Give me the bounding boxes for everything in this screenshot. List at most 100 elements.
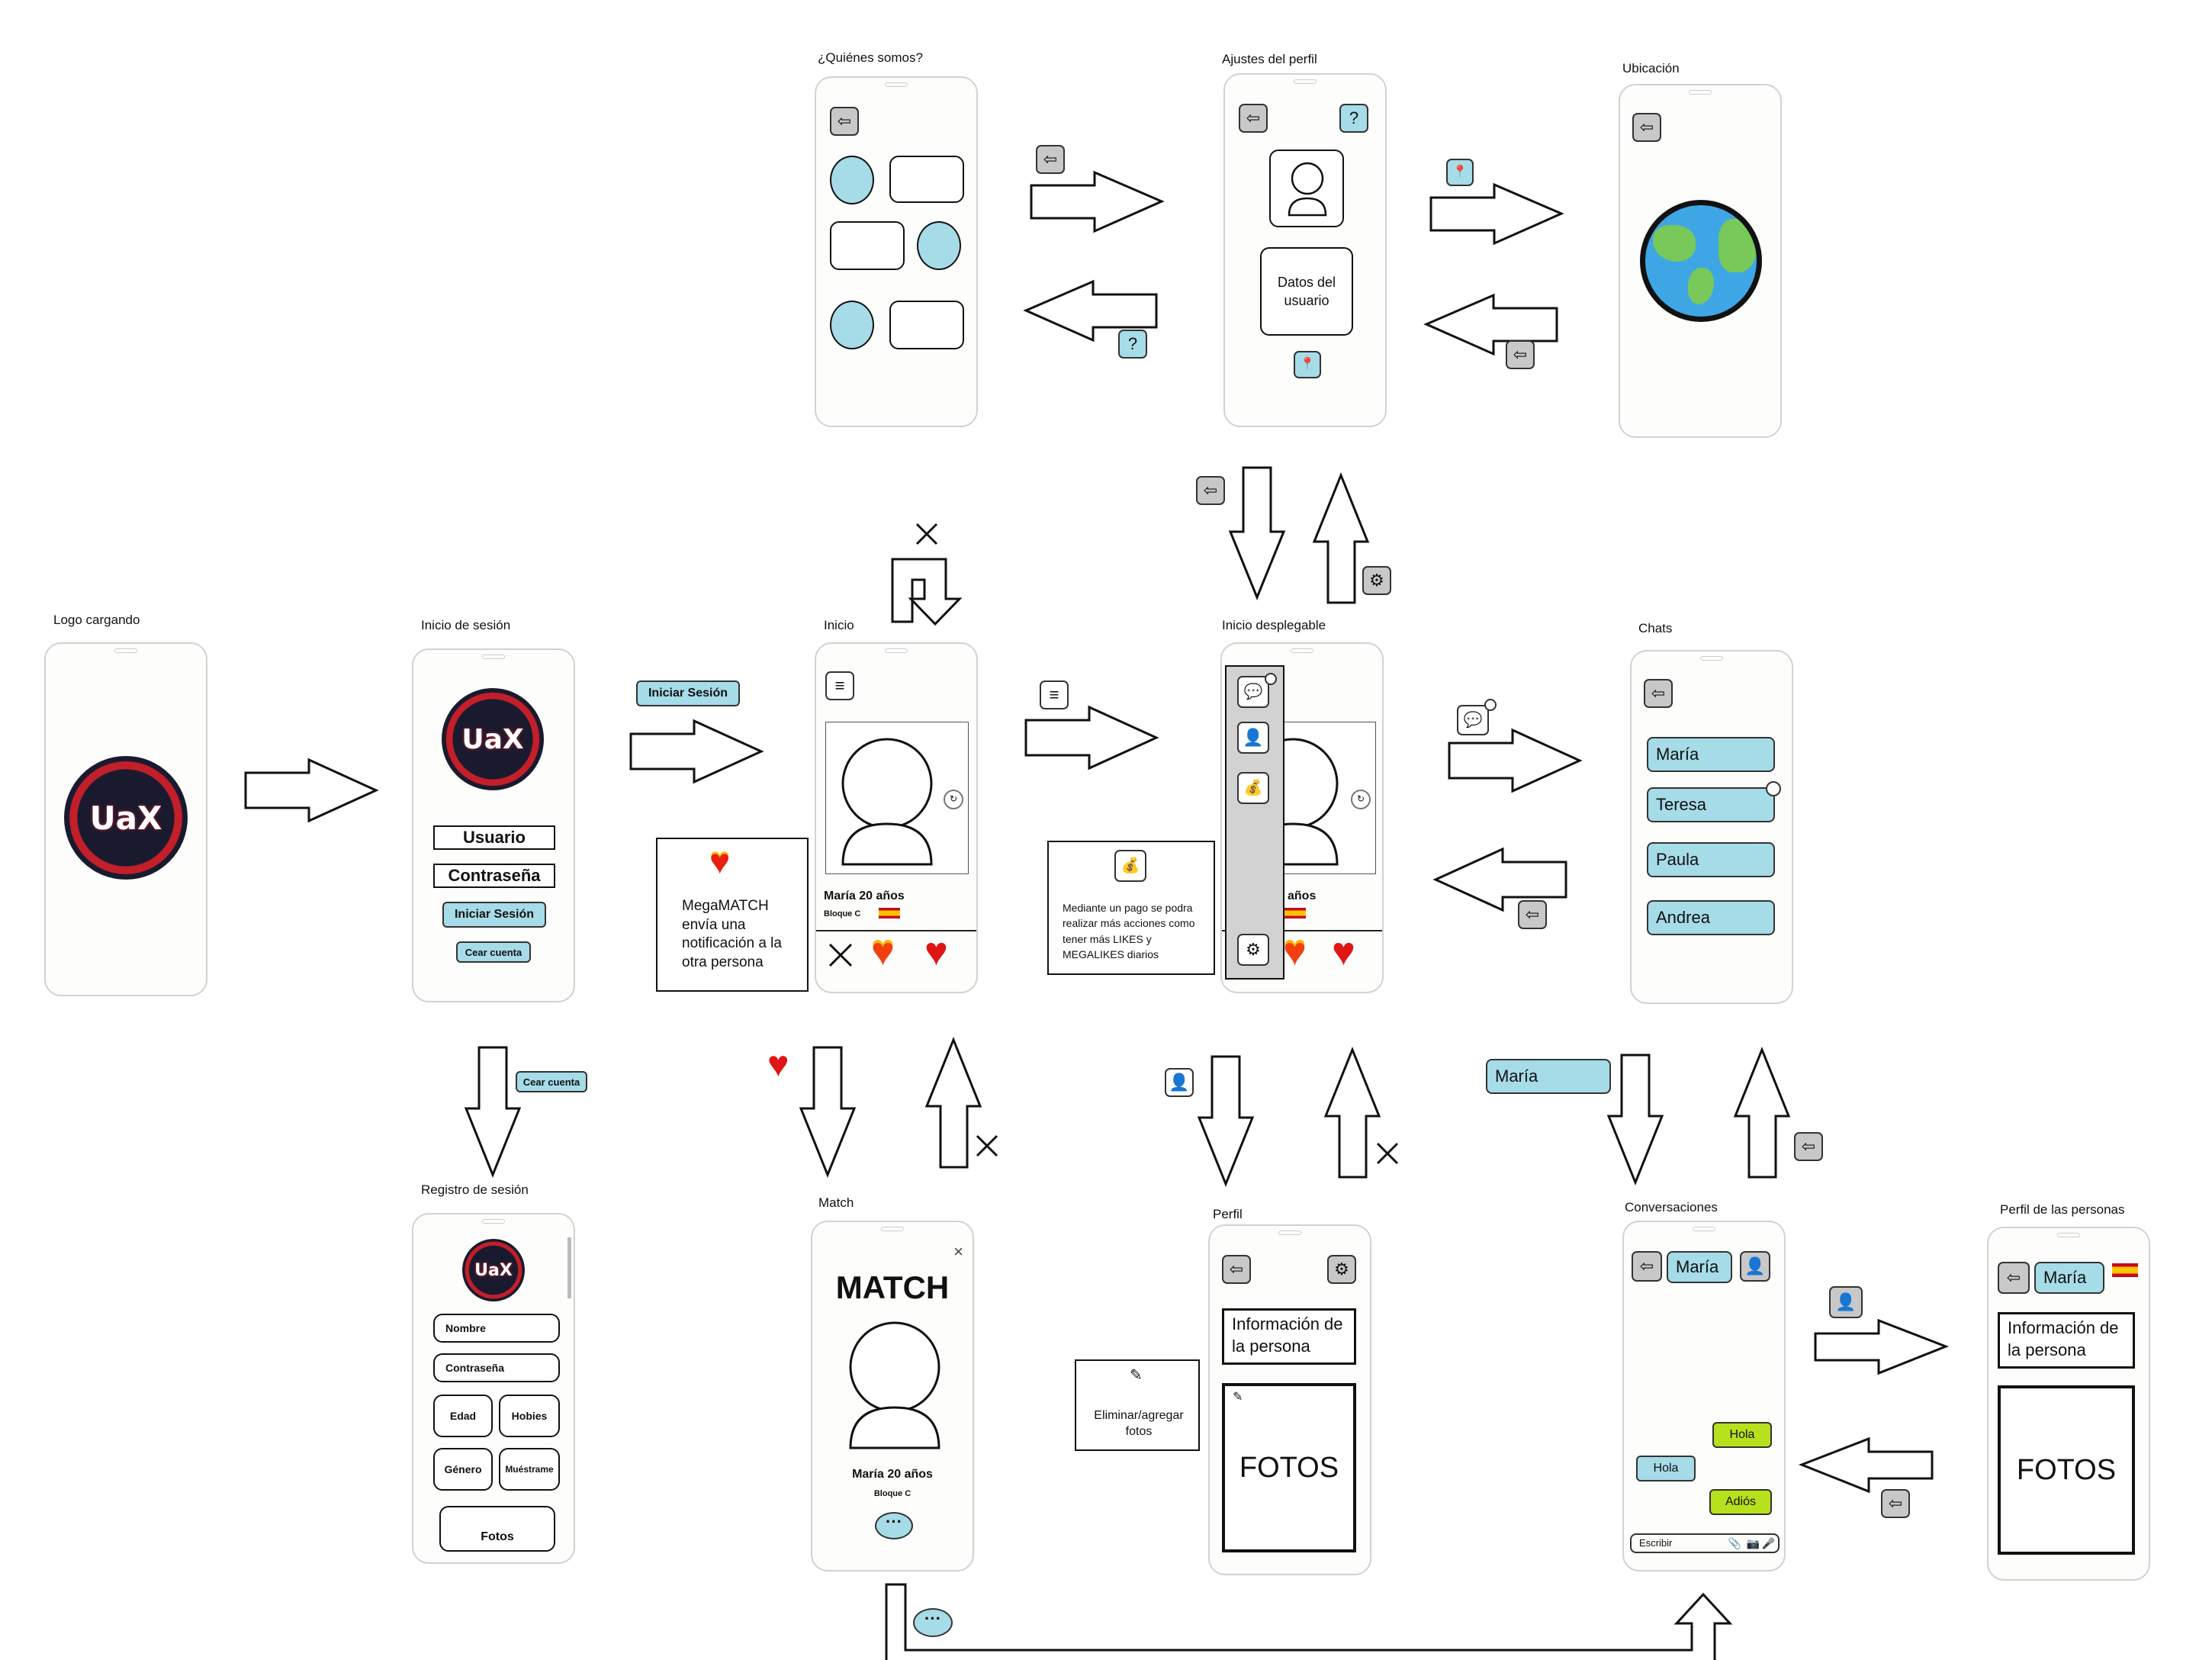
back-icon: ⇦ <box>1794 1132 1823 1161</box>
back-icon: ⇦ <box>1518 900 1547 929</box>
arrow-perfil-to-desplegable <box>1323 1046 1381 1179</box>
avatar-icon <box>849 1321 940 1449</box>
person-name: María <box>2034 1262 2104 1294</box>
spain-flag-icon <box>2112 1263 2138 1277</box>
member-photo <box>830 156 874 204</box>
money-icon: 💰 <box>1114 850 1146 882</box>
edit-icon: ✎ <box>1130 1367 1143 1384</box>
chat-item[interactable]: Teresa <box>1647 787 1775 822</box>
back-icon[interactable]: ⇦ <box>830 107 859 136</box>
fotos-label: FOTOS <box>1239 1451 1339 1484</box>
edit-icon[interactable]: ✎ <box>1233 1391 1243 1404</box>
back-icon[interactable]: ⇦ <box>1644 679 1673 708</box>
datos-usuario-button[interactable]: Datos del usuario <box>1260 247 1353 336</box>
like-icon[interactable]: ♥ <box>924 930 948 974</box>
crear-cuenta-button[interactable]: Cear cuenta <box>456 941 531 963</box>
arrow-desplegable-to-perfil <box>1197 1055 1255 1188</box>
chat-icon[interactable]: ··· <box>875 1512 913 1539</box>
iniciar-sesion-button[interactable]: Iniciar Sesión <box>442 902 546 928</box>
back-icon[interactable]: ⇦ <box>1222 1255 1251 1284</box>
fotos-field[interactable]: Fotos <box>439 1506 555 1552</box>
notification-dot <box>1265 673 1277 685</box>
eliminar-note: ✎ Eliminar/agregar fotos <box>1075 1359 1200 1451</box>
user-icon <box>1288 162 1327 217</box>
chats-icon[interactable]: 💬 <box>1237 676 1269 708</box>
arrow-ajustes-to-quienes <box>1023 279 1158 343</box>
menu-icon[interactable]: ≡ <box>825 671 854 700</box>
megalike-icon[interactable]: ♥ <box>871 930 895 974</box>
dislike-icon[interactable] <box>825 940 856 970</box>
phone-login: UaX Usuario Contraseña Iniciar Sesión Ce… <box>412 648 575 1002</box>
edad-field[interactable]: Edad <box>433 1395 493 1437</box>
phone-logo: UaX <box>44 642 207 996</box>
profile-name: María 20 años <box>824 890 905 902</box>
close-icon[interactable]: × <box>953 1242 963 1261</box>
back-icon[interactable]: ⇦ <box>1632 113 1661 142</box>
arrow-match-to-conversaciones <box>885 1583 1733 1660</box>
message-bubble: Hola <box>1712 1422 1772 1448</box>
title-perfil: Perfil <box>1213 1207 1243 1221</box>
title-quienes: ¿Quiénes somos? <box>818 50 923 65</box>
arrow-chats-to-conversaciones <box>1606 1054 1664 1186</box>
spain-flag-icon <box>1284 908 1306 918</box>
title-chats: Chats <box>1638 621 1673 635</box>
notification-dot <box>1766 781 1781 796</box>
chat-item[interactable]: María <box>1647 737 1775 772</box>
arrow-perfilpersonas-to-conv <box>1798 1436 1934 1494</box>
menu-icon: ≡ <box>1040 680 1069 709</box>
uax-logo: UaX <box>462 1239 525 1301</box>
phone-registro: UaX Nombre Contraseña Edad Hobies Género… <box>412 1213 575 1564</box>
arrow-login-to-registro <box>464 1046 522 1179</box>
camera-icon[interactable]: 📷 <box>1746 1537 1760 1549</box>
profile-icon: 👤 <box>1165 1068 1194 1097</box>
location-pin-icon[interactable]: 📍 <box>1294 351 1321 378</box>
gear-icon[interactable]: ⚙ <box>1327 1255 1356 1284</box>
perfil-fotos[interactable]: FOTOS ✎ <box>1222 1383 1356 1552</box>
refresh-icon[interactable]: ↻ <box>1351 790 1371 809</box>
refresh-icon[interactable]: ↻ <box>944 790 963 809</box>
arrow-ajustes-to-ubicacion <box>1429 182 1564 246</box>
flow-label-crear-cuenta: Cear cuenta <box>516 1071 587 1092</box>
nombre-field[interactable]: Nombre <box>433 1314 560 1343</box>
chat-item[interactable]: Andrea <box>1647 900 1775 935</box>
like-icon[interactable]: ♥ <box>1332 930 1355 974</box>
scrollbar[interactable] <box>567 1237 571 1298</box>
contrasena-field[interactable]: Contraseña <box>433 1353 560 1382</box>
side-drawer: 💬 👤 💰 ⚙ <box>1225 665 1284 980</box>
phone-perfil-personas: ⇦ María Información de la persona FOTOS <box>1987 1227 2150 1581</box>
person-fotos[interactable]: FOTOS <box>1998 1385 2135 1555</box>
phone-ajustes: ⇦ ? Datos del usuario 📍 <box>1223 73 1387 427</box>
microphone-icon[interactable]: 🎤 <box>1761 1537 1775 1549</box>
muestrame-field[interactable]: Muéstrame <box>499 1448 560 1491</box>
arrow-desplegable-to-ajustes <box>1312 471 1370 604</box>
phone-chats: ⇦ María Teresa Paula Andrea <box>1630 650 1793 1004</box>
perfil-info: Información de la persona <box>1222 1308 1356 1365</box>
contact-name[interactable]: María <box>1667 1251 1732 1283</box>
gear-icon: ⚙ <box>1362 566 1391 595</box>
help-icon[interactable]: ? <box>1339 104 1368 133</box>
attach-icon[interactable]: 📎 <box>1728 1537 1741 1549</box>
money-icon[interactable]: 💰 <box>1237 772 1269 804</box>
back-icon[interactable]: ⇦ <box>1998 1262 2030 1294</box>
arrow-chats-to-desplegable <box>1432 847 1567 912</box>
back-icon[interactable]: ⇦ <box>1632 1251 1662 1282</box>
message-input-placeholder: Escribir <box>1639 1537 1673 1549</box>
profile-icon[interactable]: 👤 <box>1740 1251 1770 1282</box>
arrow-inicio-to-desplegable <box>1024 705 1159 770</box>
hobies-field[interactable]: Hobies <box>499 1395 560 1437</box>
profile-icon[interactable]: 👤 <box>1237 722 1269 754</box>
message-input[interactable]: Escribir 📎 📷 🎤 <box>1630 1533 1780 1553</box>
usuario-field[interactable]: Usuario <box>433 825 555 850</box>
arrow-quienes-to-ajustes <box>1030 170 1165 233</box>
member-photo <box>830 301 874 349</box>
megalike-icon[interactable]: ♥ <box>1283 930 1307 974</box>
contrasena-field[interactable]: Contraseña <box>433 864 555 888</box>
chat-item[interactable]: Paula <box>1647 842 1775 877</box>
back-icon: ⇦ <box>1506 340 1535 369</box>
match-title: MATCH <box>835 1269 950 1305</box>
user-avatar[interactable] <box>1269 150 1344 227</box>
match-block: Bloque C <box>873 1489 911 1498</box>
back-icon[interactable]: ⇦ <box>1239 104 1268 133</box>
gear-icon[interactable]: ⚙ <box>1237 934 1269 966</box>
genero-field[interactable]: Género <box>433 1448 493 1491</box>
